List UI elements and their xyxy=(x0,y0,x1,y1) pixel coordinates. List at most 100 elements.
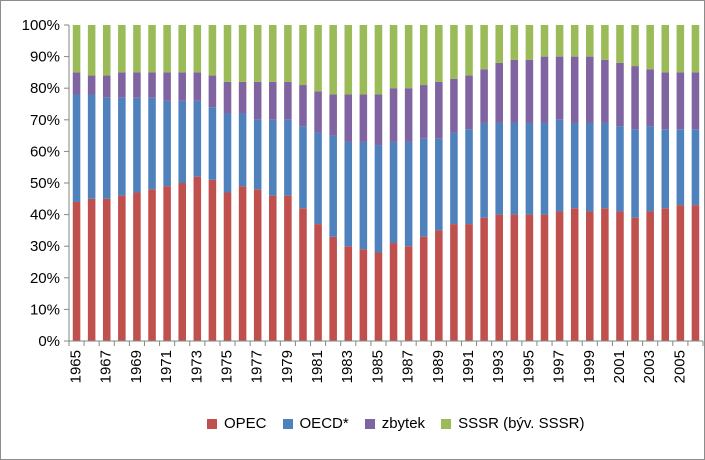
legend-item-opec: OPEC xyxy=(207,415,267,432)
bar-segment-sssr-b-v-sssr-1966 xyxy=(87,25,96,76)
bar-segment-zbytek-1986 xyxy=(389,88,398,142)
bar-segment-sssr-b-v-sssr-1969 xyxy=(133,25,141,73)
bar-segment-opec-1967 xyxy=(102,198,111,341)
bar-segment-oecd-2006 xyxy=(691,129,700,206)
bar-segment-oecd-1968 xyxy=(118,97,126,196)
bar-segment-sssr-b-v-sssr-1994 xyxy=(510,25,519,60)
x-tick-label: 1971 xyxy=(158,350,175,383)
legend-label-oecd: OECD* xyxy=(299,415,349,432)
bar-segment-zbytek-1968 xyxy=(118,72,126,98)
bar-segment-opec-1965 xyxy=(72,201,81,341)
bar-segment-zbytek-1984 xyxy=(359,94,368,142)
bar-segment-opec-1999 xyxy=(586,211,594,341)
x-tick-label: 1999 xyxy=(581,350,598,383)
bar-segment-sssr-b-v-sssr-2005 xyxy=(676,25,685,73)
bar-segment-sssr-b-v-sssr-1997 xyxy=(555,25,564,57)
bar-segment-oecd-1967 xyxy=(102,97,111,199)
x-tick-label: 1983 xyxy=(339,350,356,383)
bar-segment-opec-2000 xyxy=(601,208,609,341)
bar-segment-zbytek-1998 xyxy=(570,56,579,123)
bar-segment-opec-1988 xyxy=(419,236,428,341)
y-tick-label: 20% xyxy=(30,270,60,287)
bar-segment-zbytek-1994 xyxy=(510,59,519,123)
bar-segment-oecd-1977 xyxy=(253,119,262,190)
bar-segment-opec-1969 xyxy=(133,192,141,341)
bar-segment-oecd-1992 xyxy=(480,122,488,218)
bar-segment-opec-1983 xyxy=(344,246,353,341)
bar-segment-opec-1994 xyxy=(510,214,519,341)
bar-segment-opec-2006 xyxy=(691,205,700,341)
bar-segment-oecd-1995 xyxy=(525,122,534,215)
bar-segment-oecd-2002 xyxy=(631,129,639,218)
bar-segment-zbytek-1978 xyxy=(269,81,277,120)
bar-segment-opec-1998 xyxy=(570,208,579,341)
bar-segment-oecd-1974 xyxy=(208,107,217,180)
bar-segment-oecd-1983 xyxy=(344,141,353,247)
bar-segment-sssr-b-v-sssr-2003 xyxy=(646,25,654,70)
bar-segment-zbytek-1970 xyxy=(148,72,156,98)
bar-segment-oecd-1990 xyxy=(450,132,458,225)
bar-segment-oecd-1987 xyxy=(404,141,413,247)
bar-segment-oecd-1993 xyxy=(495,122,503,215)
bar-segment-opec-1989 xyxy=(435,230,443,341)
bar-segment-oecd-1999 xyxy=(586,122,594,212)
bar-segment-zbytek-1969 xyxy=(133,72,141,98)
bar-segment-zbytek-1979 xyxy=(284,81,292,120)
x-tick-label: 2003 xyxy=(641,350,658,383)
bar-segment-opec-1974 xyxy=(208,179,217,341)
bar-segment-sssr-b-v-sssr-1990 xyxy=(450,25,458,79)
y-tick-label: 0% xyxy=(38,333,60,350)
bar-segment-opec-1980 xyxy=(299,208,307,341)
bar-segment-oecd-1991 xyxy=(465,129,473,225)
y-tick-label: 60% xyxy=(30,143,60,160)
x-tick-label: 1973 xyxy=(188,350,205,383)
bar-segment-zbytek-1982 xyxy=(329,94,337,136)
x-tick-label: 1991 xyxy=(460,350,477,383)
bar-segment-opec-1973 xyxy=(193,176,202,341)
x-tick-label: 1967 xyxy=(98,350,115,383)
bar-segment-oecd-1970 xyxy=(148,97,156,190)
bar-segment-oecd-1976 xyxy=(238,113,247,187)
bar-segment-opec-1970 xyxy=(148,189,156,341)
legend-swatch-zbytek xyxy=(364,418,375,429)
bar-segment-opec-2005 xyxy=(676,205,685,341)
bar-segment-zbytek-1965 xyxy=(72,72,81,95)
bar-segment-sssr-b-v-sssr-1987 xyxy=(404,25,413,89)
bar-segment-oecd-2001 xyxy=(616,126,624,212)
bar-segment-zbytek-1985 xyxy=(374,94,383,146)
bar-segment-zbytek-1981 xyxy=(314,91,322,133)
bar-segment-opec-1977 xyxy=(253,189,262,341)
bar-segment-sssr-b-v-sssr-1996 xyxy=(540,25,549,57)
bar-segment-oecd-1982 xyxy=(329,135,337,237)
x-tick-label: 1979 xyxy=(279,350,296,383)
bar-segment-zbytek-2003 xyxy=(646,69,654,127)
x-tick-label: 1995 xyxy=(520,350,537,383)
x-tick-label: 1965 xyxy=(68,350,85,383)
y-tick-label: 80% xyxy=(30,80,60,97)
bar-segment-zbytek-1992 xyxy=(480,69,488,123)
bar-segment-opec-2002 xyxy=(631,217,639,341)
bar-segment-oecd-2003 xyxy=(646,126,654,212)
bar-segment-opec-1966 xyxy=(87,198,96,341)
bar-segment-zbytek-1966 xyxy=(87,75,96,95)
bar-segment-zbytek-2002 xyxy=(631,66,639,130)
bar-segment-oecd-1994 xyxy=(510,122,519,215)
bar-segment-opec-1996 xyxy=(540,214,549,341)
bar-segment-zbytek-2001 xyxy=(616,62,624,127)
bars-group xyxy=(72,25,700,341)
x-tick-label: 1975 xyxy=(218,350,235,383)
bar-segment-sssr-b-v-sssr-1974 xyxy=(208,25,217,76)
legend-label-opec: OPEC xyxy=(224,415,267,432)
x-tick-label: 1985 xyxy=(369,350,386,383)
bar-segment-sssr-b-v-sssr-1980 xyxy=(299,25,307,86)
bar-segment-zbytek-1993 xyxy=(495,62,503,123)
bar-segment-sssr-b-v-sssr-1981 xyxy=(314,25,322,92)
x-tick-label: 1993 xyxy=(490,350,507,383)
legend-label-sssr: SSSR (býv. SSSR) xyxy=(458,415,585,432)
bar-segment-opec-1975 xyxy=(223,192,232,341)
bar-segment-opec-1968 xyxy=(118,195,126,341)
bar-segment-zbytek-1967 xyxy=(102,75,111,98)
bar-segment-sssr-b-v-sssr-1977 xyxy=(253,25,262,82)
bar-segment-zbytek-1995 xyxy=(525,59,534,123)
bar-segment-sssr-b-v-sssr-2000 xyxy=(601,25,609,60)
